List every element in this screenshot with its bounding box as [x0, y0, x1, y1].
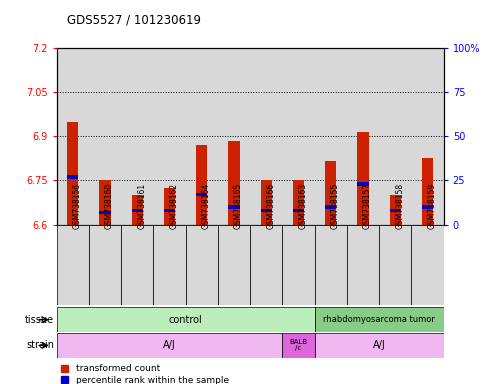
- Text: GSM738159: GSM738159: [427, 182, 437, 229]
- Bar: [186, 225, 218, 305]
- Bar: [347, 48, 379, 225]
- Bar: [57, 225, 89, 305]
- Bar: [228, 205, 240, 209]
- Text: GSM738156: GSM738156: [73, 182, 82, 229]
- Bar: [132, 209, 143, 212]
- Bar: [153, 225, 186, 305]
- Bar: [57, 333, 282, 358]
- Text: rhabdomyosarcoma tumor: rhabdomyosarcoma tumor: [323, 315, 435, 324]
- Bar: [250, 48, 282, 225]
- Bar: [282, 225, 315, 305]
- Bar: [347, 225, 379, 305]
- Bar: [379, 225, 412, 305]
- Text: BALB
/c: BALB /c: [289, 339, 308, 351]
- Bar: [315, 48, 347, 225]
- Bar: [121, 225, 153, 305]
- Bar: [121, 48, 153, 225]
- Text: GDS5527 / 101230619: GDS5527 / 101230619: [67, 13, 201, 26]
- Text: control: control: [169, 314, 203, 325]
- Bar: [250, 225, 282, 305]
- Bar: [218, 48, 250, 225]
- Bar: [282, 48, 315, 225]
- Bar: [57, 48, 89, 225]
- Text: GSM738163: GSM738163: [299, 182, 308, 229]
- Bar: [57, 307, 315, 332]
- Bar: [132, 195, 143, 225]
- Bar: [389, 195, 401, 225]
- Text: GSM738162: GSM738162: [170, 182, 178, 229]
- Bar: [89, 225, 121, 305]
- Bar: [196, 145, 208, 225]
- Text: A/J: A/J: [373, 340, 386, 351]
- Bar: [422, 158, 433, 225]
- Text: strain: strain: [26, 340, 54, 351]
- Legend: transformed count, percentile rank within the sample: transformed count, percentile rank withi…: [61, 364, 229, 384]
- Bar: [100, 180, 111, 225]
- Bar: [315, 307, 444, 332]
- Bar: [282, 333, 315, 358]
- Bar: [164, 209, 175, 212]
- Bar: [325, 205, 336, 209]
- Bar: [196, 193, 208, 196]
- Bar: [293, 209, 304, 212]
- Text: GSM738160: GSM738160: [105, 182, 114, 229]
- Bar: [412, 225, 444, 305]
- Bar: [67, 175, 78, 179]
- Text: GSM738161: GSM738161: [138, 182, 146, 229]
- Bar: [357, 182, 369, 185]
- Bar: [261, 180, 272, 225]
- Bar: [67, 122, 78, 225]
- Text: GSM738164: GSM738164: [202, 182, 211, 229]
- Text: tissue: tissue: [25, 314, 54, 325]
- Bar: [293, 180, 304, 225]
- Bar: [315, 225, 347, 305]
- Text: GSM738165: GSM738165: [234, 182, 243, 229]
- Bar: [315, 333, 444, 358]
- Bar: [422, 205, 433, 209]
- Bar: [164, 188, 175, 225]
- Text: A/J: A/J: [163, 340, 176, 351]
- Bar: [153, 48, 186, 225]
- Bar: [228, 141, 240, 225]
- Bar: [379, 48, 412, 225]
- Text: GSM738166: GSM738166: [266, 182, 275, 229]
- Text: GSM738155: GSM738155: [331, 182, 340, 229]
- Text: GSM738158: GSM738158: [395, 182, 404, 229]
- Bar: [100, 211, 111, 214]
- Bar: [89, 48, 121, 225]
- Text: GSM738157: GSM738157: [363, 182, 372, 229]
- Bar: [357, 132, 369, 225]
- Bar: [218, 225, 250, 305]
- Bar: [261, 209, 272, 212]
- Bar: [389, 209, 401, 212]
- Bar: [186, 48, 218, 225]
- Bar: [325, 161, 336, 225]
- Bar: [412, 48, 444, 225]
